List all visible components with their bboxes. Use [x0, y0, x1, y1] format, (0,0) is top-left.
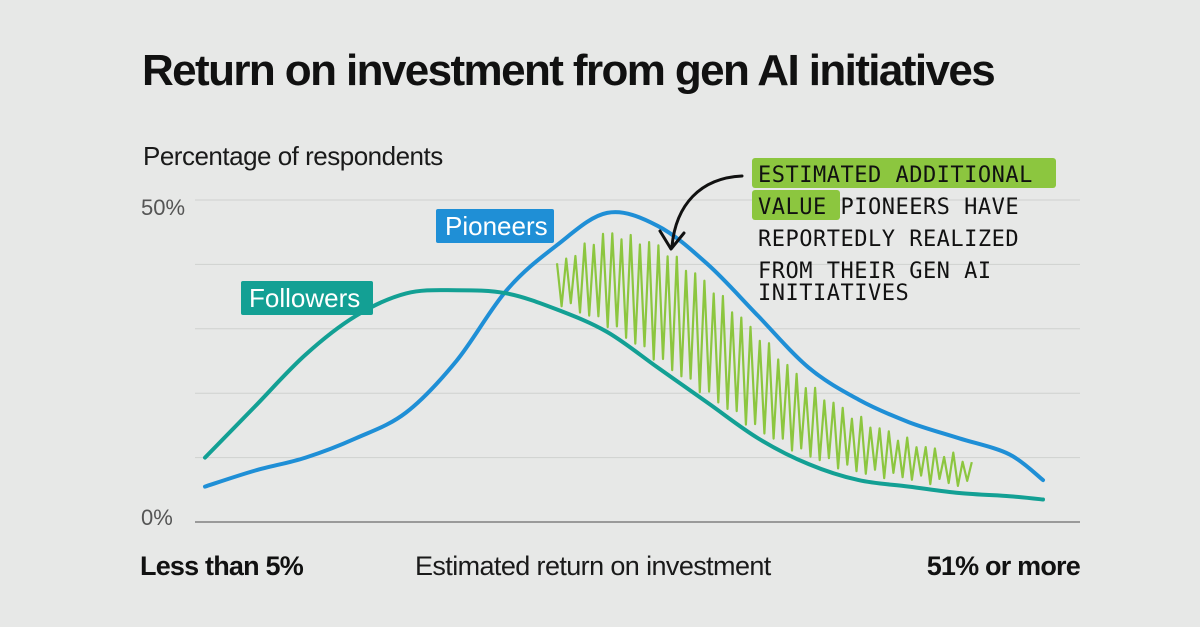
annotation-arrow: [670, 174, 744, 248]
legend-pioneers-label: Pioneers: [445, 211, 548, 241]
annotation-arrowhead: [658, 229, 686, 251]
y-tick-top: 50%: [141, 195, 185, 220]
x-start-label: Less than 5%: [140, 551, 304, 581]
legend-followers-swatch: [241, 281, 373, 315]
series-line-followers: [203, 288, 1045, 502]
annotation: ESTIMATED ADDITIONAL VALUE PIONEERS HAVE…: [658, 158, 1056, 306]
legend-pioneers: Pioneers: [436, 209, 554, 243]
series-lines: [203, 210, 1045, 502]
gridlines: [195, 199, 1080, 459]
additional-value-scribble: [555, 232, 973, 487]
annotation-line-3: REPORTEDLY REALIZED: [758, 227, 1019, 252]
annotation-highlight-line2: [752, 190, 840, 220]
annotation-line-2: VALUE PIONEERS HAVE: [758, 195, 1019, 220]
series-line-pioneers: [203, 210, 1045, 489]
annotation-line-5: INITIATIVES: [758, 281, 909, 306]
scribble-stroke: [555, 232, 973, 487]
y-tick-bottom: 0%: [141, 505, 173, 530]
legend-followers: Followers: [241, 281, 373, 315]
annotation-line-1: ESTIMATED ADDITIONAL: [758, 163, 1033, 188]
chart-title: Return on investment from gen AI initiat…: [142, 46, 994, 95]
annotation-highlight-line1: [752, 158, 1056, 188]
legend-pioneers-swatch: [436, 209, 554, 243]
annotation-line-4: FROM THEIR GEN AI: [758, 259, 992, 284]
x-axis-label: Estimated return on investment: [415, 551, 772, 581]
x-end-label: 51% or more: [927, 551, 1081, 581]
legend-followers-label: Followers: [249, 283, 360, 313]
y-axis-label: Percentage of respondents: [143, 141, 443, 171]
